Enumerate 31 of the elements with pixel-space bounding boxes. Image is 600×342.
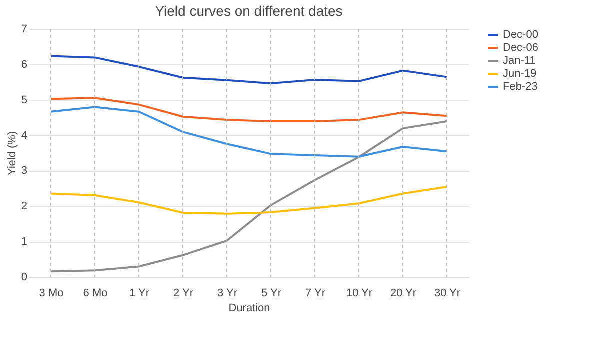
x-tick-label: 2 Yr: [174, 288, 194, 300]
y-tick-label: 5: [21, 94, 28, 106]
x-tick-label: 30 Yr: [434, 288, 461, 300]
chart-title: Yield curves on different dates: [155, 3, 343, 19]
x-tick-label: 6 Mo: [83, 288, 108, 300]
line-series: [50, 186, 448, 215]
legend-label: Jun-19: [503, 68, 537, 80]
y-tick-label: 3: [21, 165, 28, 178]
line-series: [50, 97, 448, 122]
legend-label: Feb-23: [503, 81, 538, 93]
x-tick-label: 1 Yr: [130, 288, 150, 300]
legend-label: Jan-11: [503, 55, 536, 67]
y-tick-label: 7: [21, 24, 28, 36]
y-tick-label: 2: [21, 200, 28, 213]
x-tick-label: 20 Yr: [390, 288, 417, 300]
x-tick-label: 5 Yr: [262, 288, 282, 300]
line-series: [50, 106, 448, 158]
x-tick-label: 7 Yr: [306, 288, 326, 300]
legend-label: Dec-00: [503, 29, 538, 41]
y-tick-label: 0: [21, 272, 28, 284]
y-tick-label: 6: [21, 58, 28, 71]
x-tick-label: 10 Yr: [346, 288, 373, 300]
y-axis-title: Yield (%): [6, 131, 18, 176]
line-series: [50, 120, 448, 273]
y-tick-label: 1: [21, 236, 28, 248]
line-series: [50, 55, 448, 85]
y-tick-label: 4: [21, 130, 28, 142]
x-tick-label: 3 Mo: [39, 288, 64, 300]
x-axis-title: Duration: [228, 302, 270, 314]
legend-label: Dec-06: [503, 42, 538, 54]
x-tick-label: 3 Yr: [218, 288, 238, 300]
